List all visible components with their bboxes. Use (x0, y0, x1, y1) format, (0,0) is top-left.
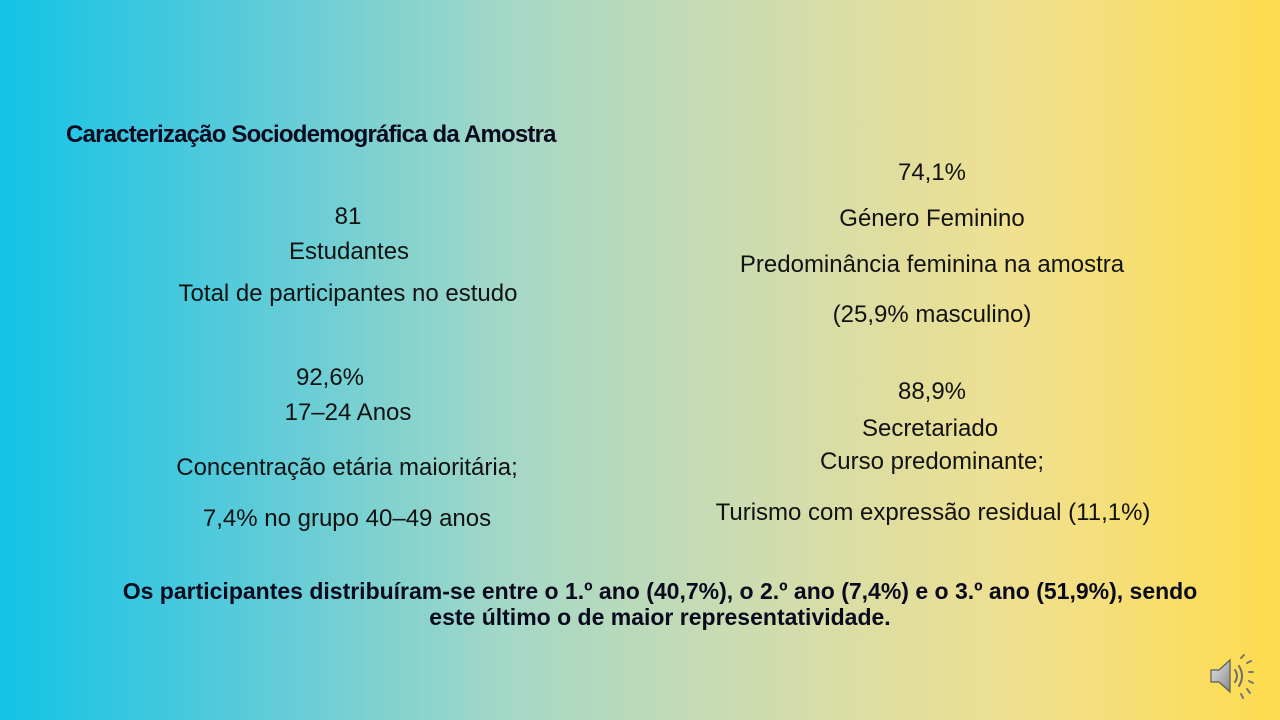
speaker-icon[interactable] (1208, 653, 1254, 699)
participants-description: Total de participantes no estudo (178, 280, 518, 307)
age-value: 92,6% (295, 364, 365, 391)
course-value: 88,9% (897, 378, 967, 405)
gender-description: Predominância feminina na amostra (739, 251, 1125, 278)
summary-line-1: Os participantes distribuíram-se entre o… (122, 578, 1198, 604)
age-note: 7,4% no grupo 40–49 anos (202, 505, 492, 532)
age-label: 17–24 Anos (284, 399, 412, 426)
gender-label: Género Feminino (839, 205, 1025, 232)
course-label: Secretariado (861, 415, 999, 442)
slide-title: Caracterização Sociodemográfica da Amost… (66, 121, 557, 148)
course-note: Turismo com expressão residual (11,1%) (715, 499, 1151, 526)
summary-line-2: este último o de maior representatividad… (429, 604, 891, 630)
summary-text: Os participantes distribuíram-se entre o… (60, 578, 1260, 630)
age-description: Concentração etária maioritária; (176, 454, 518, 481)
gender-value: 74,1% (897, 159, 967, 186)
course-description: Curso predominante; (819, 448, 1045, 475)
gender-note: (25,9% masculino) (832, 301, 1032, 328)
participants-value: 81 (334, 203, 362, 230)
participants-label: Estudantes (288, 238, 410, 265)
